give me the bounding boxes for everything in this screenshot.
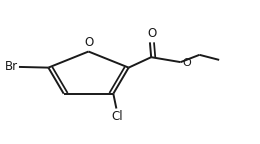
- Text: O: O: [182, 58, 191, 68]
- Text: Br: Br: [4, 60, 18, 73]
- Text: O: O: [84, 36, 93, 49]
- Text: O: O: [147, 27, 157, 40]
- Text: Cl: Cl: [112, 110, 124, 123]
